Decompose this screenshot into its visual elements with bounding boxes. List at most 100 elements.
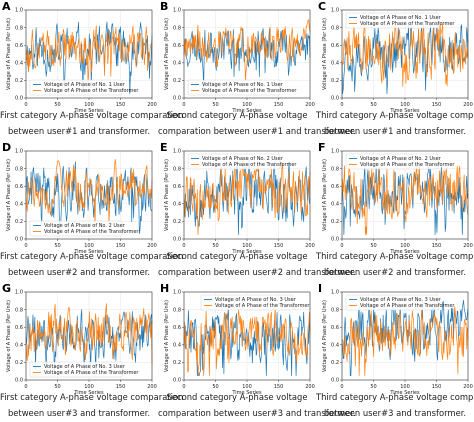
panel-letter: H bbox=[160, 282, 170, 295]
panel-caption: Third category A-phase voltage comparati… bbox=[316, 248, 474, 280]
legend-box bbox=[187, 153, 281, 170]
caption-line: between user#3 and transformer. bbox=[7, 408, 151, 418]
line-chart: 0 50 100 150 200 0.0 0.2 0.4 0.6 0.8 1.0 Time Serie… bbox=[6, 149, 157, 255]
y-tick-label: 0.6 bbox=[331, 184, 339, 190]
x-axis-label: Time Series bbox=[231, 390, 262, 396]
line-chart: 0 50 100 150 200 0.0 0.2 0.4 0.6 0.8 1.0 Time Serie… bbox=[322, 290, 473, 396]
transformer-voltage-series-line bbox=[341, 306, 469, 376]
y-tick-label: 0.2 bbox=[173, 78, 181, 84]
panel-letter: G bbox=[2, 282, 12, 295]
panel-letter: A bbox=[2, 0, 11, 13]
legend-box bbox=[29, 79, 123, 96]
y-tick-label: 1.0 bbox=[15, 8, 23, 14]
x-tick-label: 150 bbox=[116, 384, 126, 390]
y-tick-label: 0.6 bbox=[331, 325, 339, 331]
x-tick-label: 100 bbox=[84, 384, 94, 390]
y-tick-label: 1.0 bbox=[331, 8, 339, 14]
y-tick-label: 0.0 bbox=[331, 378, 339, 384]
caption-line: Second category A-phase voltage bbox=[166, 392, 308, 402]
y-tick-label: 0.0 bbox=[173, 96, 181, 102]
y-tick-label: 0.6 bbox=[173, 325, 181, 331]
x-tick-label: 200 bbox=[147, 243, 157, 249]
legend-entry: Voltage of A Phase of No. 2 User bbox=[360, 156, 442, 162]
legend: Voltage of A Phase of No. 1 UserVoltage … bbox=[187, 79, 297, 96]
legend-box bbox=[29, 220, 123, 237]
legend: Voltage of A Phase of No. 2 UserVoltage … bbox=[345, 153, 455, 170]
legend-entry: Voltage of A Phase of No. 2 User bbox=[202, 156, 284, 162]
y-tick-label: 0.0 bbox=[15, 378, 23, 384]
legend-entry: Voltage of A Phase of the Transformer bbox=[44, 229, 139, 235]
panel-caption: Second category A-phase voltage comparati… bbox=[158, 248, 356, 280]
y-tick-label: 0.2 bbox=[15, 78, 23, 84]
y-tick-label: 0.6 bbox=[173, 184, 181, 190]
caption-line: between user#1 and transformer. bbox=[323, 126, 467, 136]
x-axis-label: Time Series bbox=[73, 249, 104, 255]
y-tick-label: 0.0 bbox=[15, 96, 23, 102]
y-axis-label: Voltage of A Phase (Per Unit) bbox=[6, 300, 12, 372]
panel-caption: Second category A-phase voltage comparati… bbox=[158, 389, 356, 421]
chart-panel-d: D 0 50 100 150 200 0.0 0.2 0.4 0.6 0.8 1.0 Time Seri… bbox=[0, 141, 183, 281]
y-tick-label: 0.4 bbox=[331, 202, 339, 208]
y-tick-label: 0.2 bbox=[331, 360, 339, 366]
chart-panel-e: E 0 50 100 150 200 0.0 0.2 0.4 0.6 0.8 1.0 Time Seri… bbox=[158, 141, 356, 281]
user-voltage-series-line bbox=[341, 299, 469, 376]
legend-entry: Voltage of A Phase of No. 1 User bbox=[360, 15, 442, 21]
y-tick-label: 0.4 bbox=[173, 343, 181, 349]
y-tick-label: 0.8 bbox=[331, 166, 339, 172]
y-tick-label: 1.0 bbox=[173, 8, 181, 14]
x-tick-label: 0 bbox=[340, 102, 343, 108]
caption-line: between user#1 and transformer. bbox=[7, 126, 151, 136]
x-tick-label: 100 bbox=[242, 384, 252, 390]
line-chart: 0 50 100 150 200 0.0 0.2 0.4 0.6 0.8 1.0 Time Serie… bbox=[322, 149, 473, 255]
y-tick-label: 0.8 bbox=[15, 166, 23, 172]
legend: Voltage of A Phase of No. 2 UserVoltage … bbox=[29, 220, 139, 237]
panel-caption: First category A-phase voltage comparati… bbox=[0, 107, 183, 139]
y-tick-label: 0.2 bbox=[331, 219, 339, 225]
caption-line: between user#2 and transformer. bbox=[7, 267, 151, 277]
user-voltage-series-line bbox=[341, 23, 469, 94]
y-tick-label: 0.8 bbox=[173, 166, 181, 172]
x-tick-label: 200 bbox=[305, 243, 315, 249]
y-tick-label: 0.6 bbox=[173, 43, 181, 49]
user-voltage-series-line bbox=[183, 28, 311, 91]
y-axis-label: Voltage of A Phase (Per Unit) bbox=[164, 18, 170, 90]
x-tick-label: 50 bbox=[54, 243, 60, 249]
line-chart: 0 50 100 150 200 0.0 0.2 0.4 0.6 0.8 1.0 Time Serie… bbox=[164, 8, 315, 114]
caption-line: First category A-phase voltage comparati… bbox=[0, 392, 184, 402]
y-tick-label: 0.2 bbox=[173, 219, 181, 225]
x-tick-label: 150 bbox=[274, 102, 284, 108]
chart-panel-b: B 0 50 100 150 200 0.0 0.2 0.4 0.6 0.8 1.0 Time Seri… bbox=[158, 0, 356, 140]
transformer-voltage-series-line bbox=[25, 159, 153, 229]
legend: Voltage of A Phase of No. 1 UserVoltage … bbox=[29, 79, 139, 96]
y-tick-label: 1.0 bbox=[331, 290, 339, 296]
y-tick-label: 0.6 bbox=[15, 325, 23, 331]
x-tick-label: 200 bbox=[305, 102, 315, 108]
chart-panel-g: G 0 50 100 150 200 0.0 0.2 0.4 0.6 0.8 1.0 Time Seri… bbox=[0, 282, 184, 422]
caption-line: Second category A-phase voltage bbox=[166, 251, 308, 261]
legend: Voltage of A Phase of No. 3 UserVoltage … bbox=[200, 294, 310, 311]
y-tick-label: 0.0 bbox=[331, 96, 339, 102]
y-tick-label: 1.0 bbox=[331, 149, 339, 155]
y-tick-label: 0.8 bbox=[331, 25, 339, 31]
y-tick-label: 0.2 bbox=[331, 78, 339, 84]
x-tick-label: 50 bbox=[54, 384, 60, 390]
x-tick-label: 200 bbox=[305, 384, 315, 390]
user-voltage-series-line bbox=[25, 161, 153, 234]
x-tick-label: 50 bbox=[370, 243, 376, 249]
line-chart: 0 50 100 150 200 0.0 0.2 0.4 0.6 0.8 1.0 Time Serie… bbox=[164, 290, 315, 396]
legend: Voltage of A Phase of No. 2 UserVoltage … bbox=[187, 153, 297, 170]
y-tick-label: 0.4 bbox=[331, 61, 339, 67]
line-chart: 0 50 100 150 200 0.0 0.2 0.4 0.6 0.8 1.0 Time Serie… bbox=[6, 8, 157, 114]
chart-panel-c: C 0 50 100 150 200 0.0 0.2 0.4 0.6 0.8 1.0 Time Seri… bbox=[316, 0, 474, 140]
legend-entry: Voltage of A Phase of the Transformer bbox=[202, 162, 297, 168]
y-tick-label: 0.2 bbox=[173, 360, 181, 366]
legend-entry: Voltage of A Phase of the Transformer bbox=[360, 162, 455, 168]
caption-line: Third category A-phase voltage comparati… bbox=[316, 251, 474, 261]
legend-entry: Voltage of A Phase of the Transformer bbox=[360, 21, 455, 27]
x-axis-label: Time Series bbox=[389, 249, 420, 255]
caption-line: between user#2 and transformer. bbox=[323, 267, 467, 277]
y-axis-label: Voltage of A Phase (Per Unit) bbox=[322, 159, 328, 231]
x-axis-label: Time Series bbox=[389, 390, 420, 396]
x-tick-label: 100 bbox=[242, 243, 252, 249]
x-tick-label: 150 bbox=[116, 102, 126, 108]
